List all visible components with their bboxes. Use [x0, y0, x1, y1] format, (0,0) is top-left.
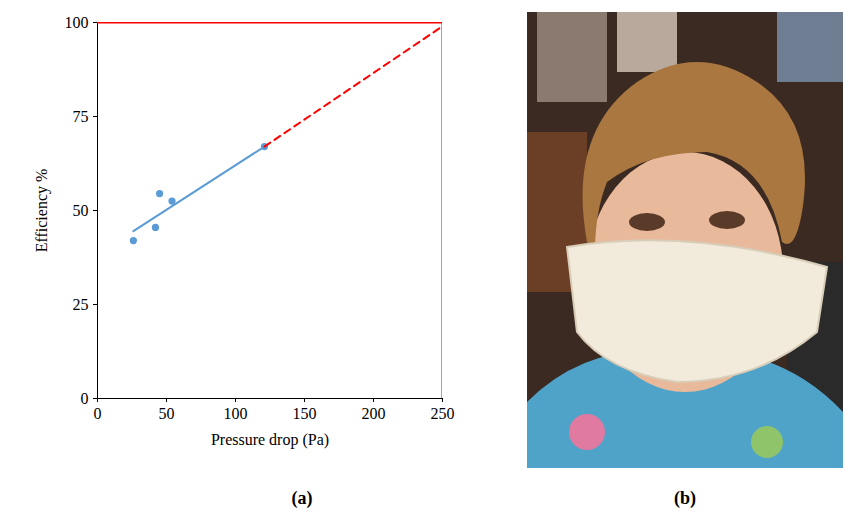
- svg-text:100: 100: [65, 14, 89, 31]
- svg-text:50: 50: [159, 405, 175, 422]
- svg-text:25: 25: [73, 296, 89, 313]
- svg-text:200: 200: [362, 405, 386, 422]
- svg-text:0: 0: [81, 390, 89, 407]
- svg-text:75: 75: [73, 108, 89, 125]
- html-text:(a): (a): [291, 488, 313, 508]
- svg-text:0: 0: [94, 405, 102, 422]
- svg-text:250: 250: [431, 405, 455, 422]
- svg-text:Efficiency %: Efficiency %: [33, 169, 51, 253]
- svg-text:Pressure drop (Pa): Pressure drop (Pa): [211, 431, 329, 449]
- svg-text:150: 150: [293, 405, 317, 422]
- svg-text:100: 100: [224, 405, 248, 422]
- html-text:(b): (b): [674, 488, 696, 508]
- svg-text:50: 50: [73, 202, 89, 219]
